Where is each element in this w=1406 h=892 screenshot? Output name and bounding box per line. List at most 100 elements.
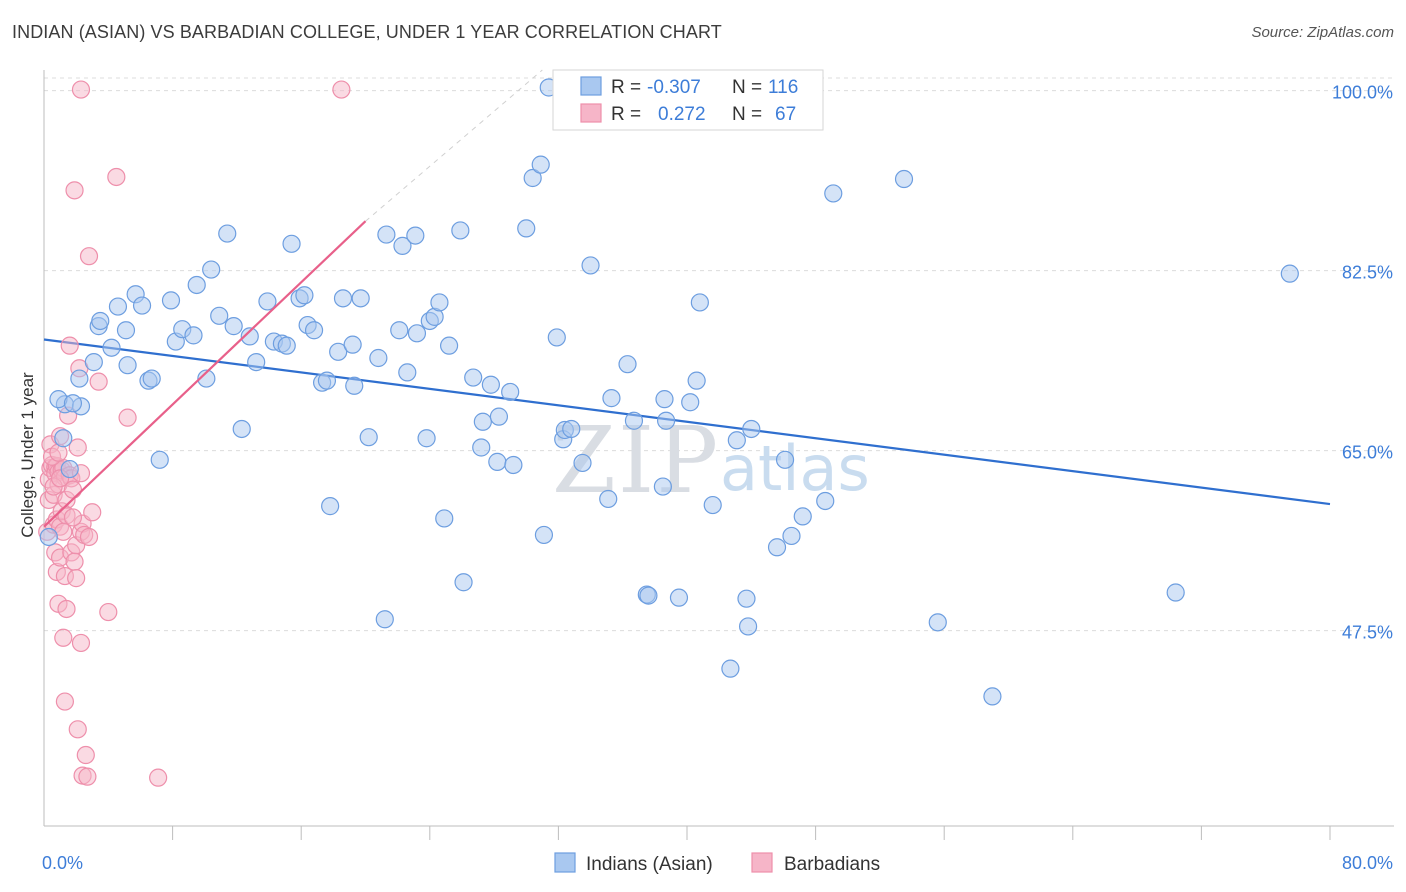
indian-point [295,286,314,305]
legend-r-value-pink: 0.272 [658,104,706,125]
barbadian-point [78,767,97,786]
indian-point [1280,264,1299,283]
indian-point [690,293,709,312]
legend-r-value-blue: -0.307 [647,77,701,98]
barbadian-point [149,768,168,787]
y-tick-label: 100.0% [1332,83,1393,103]
indian-point [655,390,674,409]
indian-point [240,327,259,346]
barbadian-point [76,745,95,765]
indian-point [70,369,89,388]
barbadian-point [68,438,87,457]
indian-point [202,260,221,279]
indian-point [562,419,581,439]
indian-point [406,226,425,245]
y-tick-label: 65.0% [1342,443,1393,463]
indian-point [390,321,409,340]
indian-point [767,538,787,557]
legend-r-label-blue: R = [611,77,641,98]
indian-point [102,338,121,357]
indian-point [258,292,277,311]
indian-point [91,311,110,331]
barbadian-point [65,552,84,571]
indian-point [599,489,618,509]
indian-point [321,497,340,516]
indian-point [534,525,554,545]
indian-point [657,411,676,430]
indian-point [277,336,296,355]
correlation-legend: R = -0.307 N = 116 R = 0.272 N = 67 [552,69,824,131]
indian-point [369,348,388,368]
barbadian-point [63,508,83,527]
indian-point [738,617,758,636]
indian-point [703,495,722,515]
indian-point [547,328,566,347]
chart-source: Source: ZipAtlas.com [1251,24,1394,41]
series-legend-swatch-blue [554,852,576,873]
indian-point [669,588,689,607]
indian-point [472,438,491,457]
indian-point [393,236,412,255]
indian-point [928,613,947,632]
series-legend: Indians (Asian) Barbadians [554,852,880,875]
indian-point [375,610,394,629]
indian-point [63,394,83,413]
x-tick-label: 80.0% [1342,853,1393,873]
indian-point [108,297,128,316]
indian-point [60,459,79,479]
indian-point [737,589,756,608]
series-legend-label-blue: Indians (Asian) [586,854,713,875]
indian-point [816,491,835,511]
barbadian-point [107,167,126,187]
indian-point [653,477,672,496]
indian-point [329,342,348,361]
indian-point [132,296,152,315]
indian-point [333,289,353,308]
indian-point [54,429,73,448]
indian-point [481,375,500,394]
indian-point [473,412,492,431]
indian-point [317,371,337,390]
indian-point [282,234,301,253]
indian-point [118,356,137,375]
barbadian-point [332,80,351,99]
barbadian-point [118,408,137,427]
indian-point [573,453,592,473]
chart-title: INDIAN (ASIAN) VS BARBADIAN COLLEGE, UND… [12,22,722,42]
axis-layer: 100.0% 82.5% 65.0% 47.5% 0.0% 80.0% [42,70,1394,873]
indian-point [517,219,536,238]
indian-point [454,573,473,592]
y-axis-title: College, Under 1 year [18,372,37,538]
indian-point [727,431,746,450]
indian-point [247,353,266,372]
indian-point [451,221,470,240]
indian-point [351,289,370,308]
barbadian-point [54,628,73,647]
indian-point [639,586,658,605]
indian-point [116,321,136,340]
series-legend-swatch-pink [751,852,773,873]
legend-swatch-blue [580,76,602,96]
barbadian-point [71,80,91,99]
barbadian-point [65,181,84,200]
y-tick-label: 82.5% [1342,263,1393,283]
indian-point [687,371,706,390]
barbadian-point [79,527,99,547]
indian-point [417,429,436,448]
indian-point [377,225,396,244]
barbadian-point [67,569,86,588]
legend-n-value-blue: 116 [768,77,798,98]
indian-point [224,317,243,336]
indian-point [602,389,621,408]
indian-point [345,376,364,395]
indian-point [343,335,362,354]
indian-point [150,450,169,469]
indian-point [501,382,520,402]
indian-point [531,155,550,174]
indian-point [793,507,812,526]
indian-point [523,168,542,188]
indians-points [39,78,1299,706]
barbadian-point [99,602,118,622]
indian-point [824,184,843,203]
